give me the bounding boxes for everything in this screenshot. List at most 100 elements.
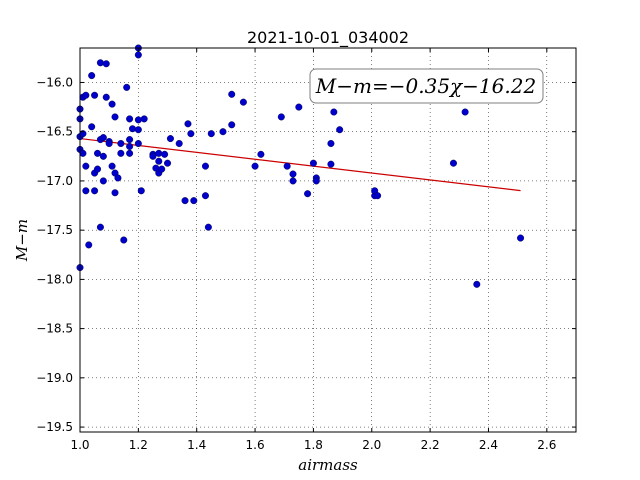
fit-equation-box: M−m=−0.35χ−16.22 [309, 68, 544, 104]
data-point [461, 108, 469, 116]
data-point [289, 170, 297, 178]
data-point [201, 192, 209, 200]
data-point [283, 162, 291, 170]
data-point [295, 103, 303, 111]
data-point [79, 149, 87, 157]
plot-frame [79, 47, 577, 433]
data-point [219, 128, 227, 136]
data-point [473, 280, 481, 288]
data-point [204, 223, 212, 231]
data-point [175, 140, 183, 148]
data-point [228, 121, 236, 129]
y-tick-label: −18.5 [36, 322, 73, 336]
data-point [140, 115, 148, 123]
data-point [102, 60, 110, 68]
data-point [161, 150, 169, 158]
data-point [111, 189, 119, 197]
data-point [517, 234, 525, 242]
x-tick-label: 1.4 [187, 438, 206, 452]
data-point [449, 159, 457, 167]
data-point [82, 162, 90, 170]
data-point [184, 120, 192, 128]
data-point [309, 159, 317, 167]
data-point [239, 98, 247, 106]
data-point [85, 241, 93, 249]
data-point [126, 149, 134, 157]
data-point [105, 140, 113, 148]
data-point [330, 108, 338, 116]
data-point [327, 160, 335, 168]
y-tick-label: −17.0 [36, 174, 73, 188]
grid-layer [79, 48, 576, 432]
data-point [164, 159, 172, 167]
y-axis-label: M−m [13, 219, 31, 262]
data-point [82, 91, 90, 99]
data-point [99, 152, 107, 160]
data-point [117, 140, 125, 148]
data-point [82, 187, 90, 195]
data-point [289, 177, 297, 185]
x-tick-label: 2.2 [421, 438, 440, 452]
fit-line [79, 137, 521, 192]
data-point [137, 187, 145, 195]
data-point [327, 140, 335, 148]
y-tick-label: −19.0 [36, 371, 73, 385]
data-point [207, 130, 215, 138]
data-point [88, 123, 96, 131]
data-point [96, 223, 104, 231]
data-point [108, 100, 116, 108]
data-point [134, 51, 142, 59]
data-point [134, 126, 142, 134]
chart-title: 2021-10-01_034002 [247, 28, 409, 48]
data-point [99, 134, 107, 142]
data-point [120, 236, 128, 244]
data-point [166, 135, 174, 143]
data-point [155, 149, 163, 157]
data-point [374, 192, 382, 200]
x-tick-label: 2.6 [537, 438, 556, 452]
data-point [126, 142, 134, 150]
data-point [129, 125, 137, 133]
data-point [91, 187, 99, 195]
data-point [108, 162, 116, 170]
x-tick-label: 2.4 [479, 438, 498, 452]
data-point [88, 72, 96, 80]
x-tick-label: 1.0 [70, 438, 89, 452]
x-tick-label: 1.2 [129, 438, 148, 452]
data-point [336, 126, 344, 134]
data-point [155, 157, 163, 165]
y-tick-label: −17.5 [36, 223, 73, 237]
data-point [94, 149, 102, 157]
x-axis-label: airmass [298, 456, 358, 474]
data-point [187, 130, 195, 138]
x-tick-label: 1.8 [304, 438, 323, 452]
data-point [201, 162, 209, 170]
data-point [94, 165, 102, 173]
data-point [96, 59, 104, 67]
data-point [312, 177, 320, 185]
data-point [126, 136, 134, 144]
data-point [181, 197, 189, 205]
data-point [228, 90, 236, 98]
data-point [149, 152, 157, 160]
fit-equation: M−m=−0.35χ−16.22 [315, 74, 536, 98]
data-point [277, 113, 285, 121]
data-point [134, 140, 142, 148]
data-point [117, 149, 125, 157]
data-point [251, 162, 259, 170]
data-point [257, 150, 265, 158]
y-tick-label: −16.5 [36, 125, 73, 139]
data-point [158, 165, 166, 173]
points-layer [76, 44, 525, 288]
data-point [91, 91, 99, 99]
y-tick-label: −16.0 [36, 75, 73, 89]
data-point [134, 116, 142, 124]
x-tick-label: 1.6 [246, 438, 265, 452]
data-point [111, 113, 119, 121]
data-point [123, 83, 131, 91]
y-tick-label: −18.0 [36, 272, 73, 286]
ticks-layer: 1.0 1.2 1.4 1.6 1.8 2.0 2.2 2.4 2.6 −16.0 −16.5 −17… [36, 48, 576, 452]
data-point [190, 197, 198, 205]
fit-layer [79, 137, 521, 192]
